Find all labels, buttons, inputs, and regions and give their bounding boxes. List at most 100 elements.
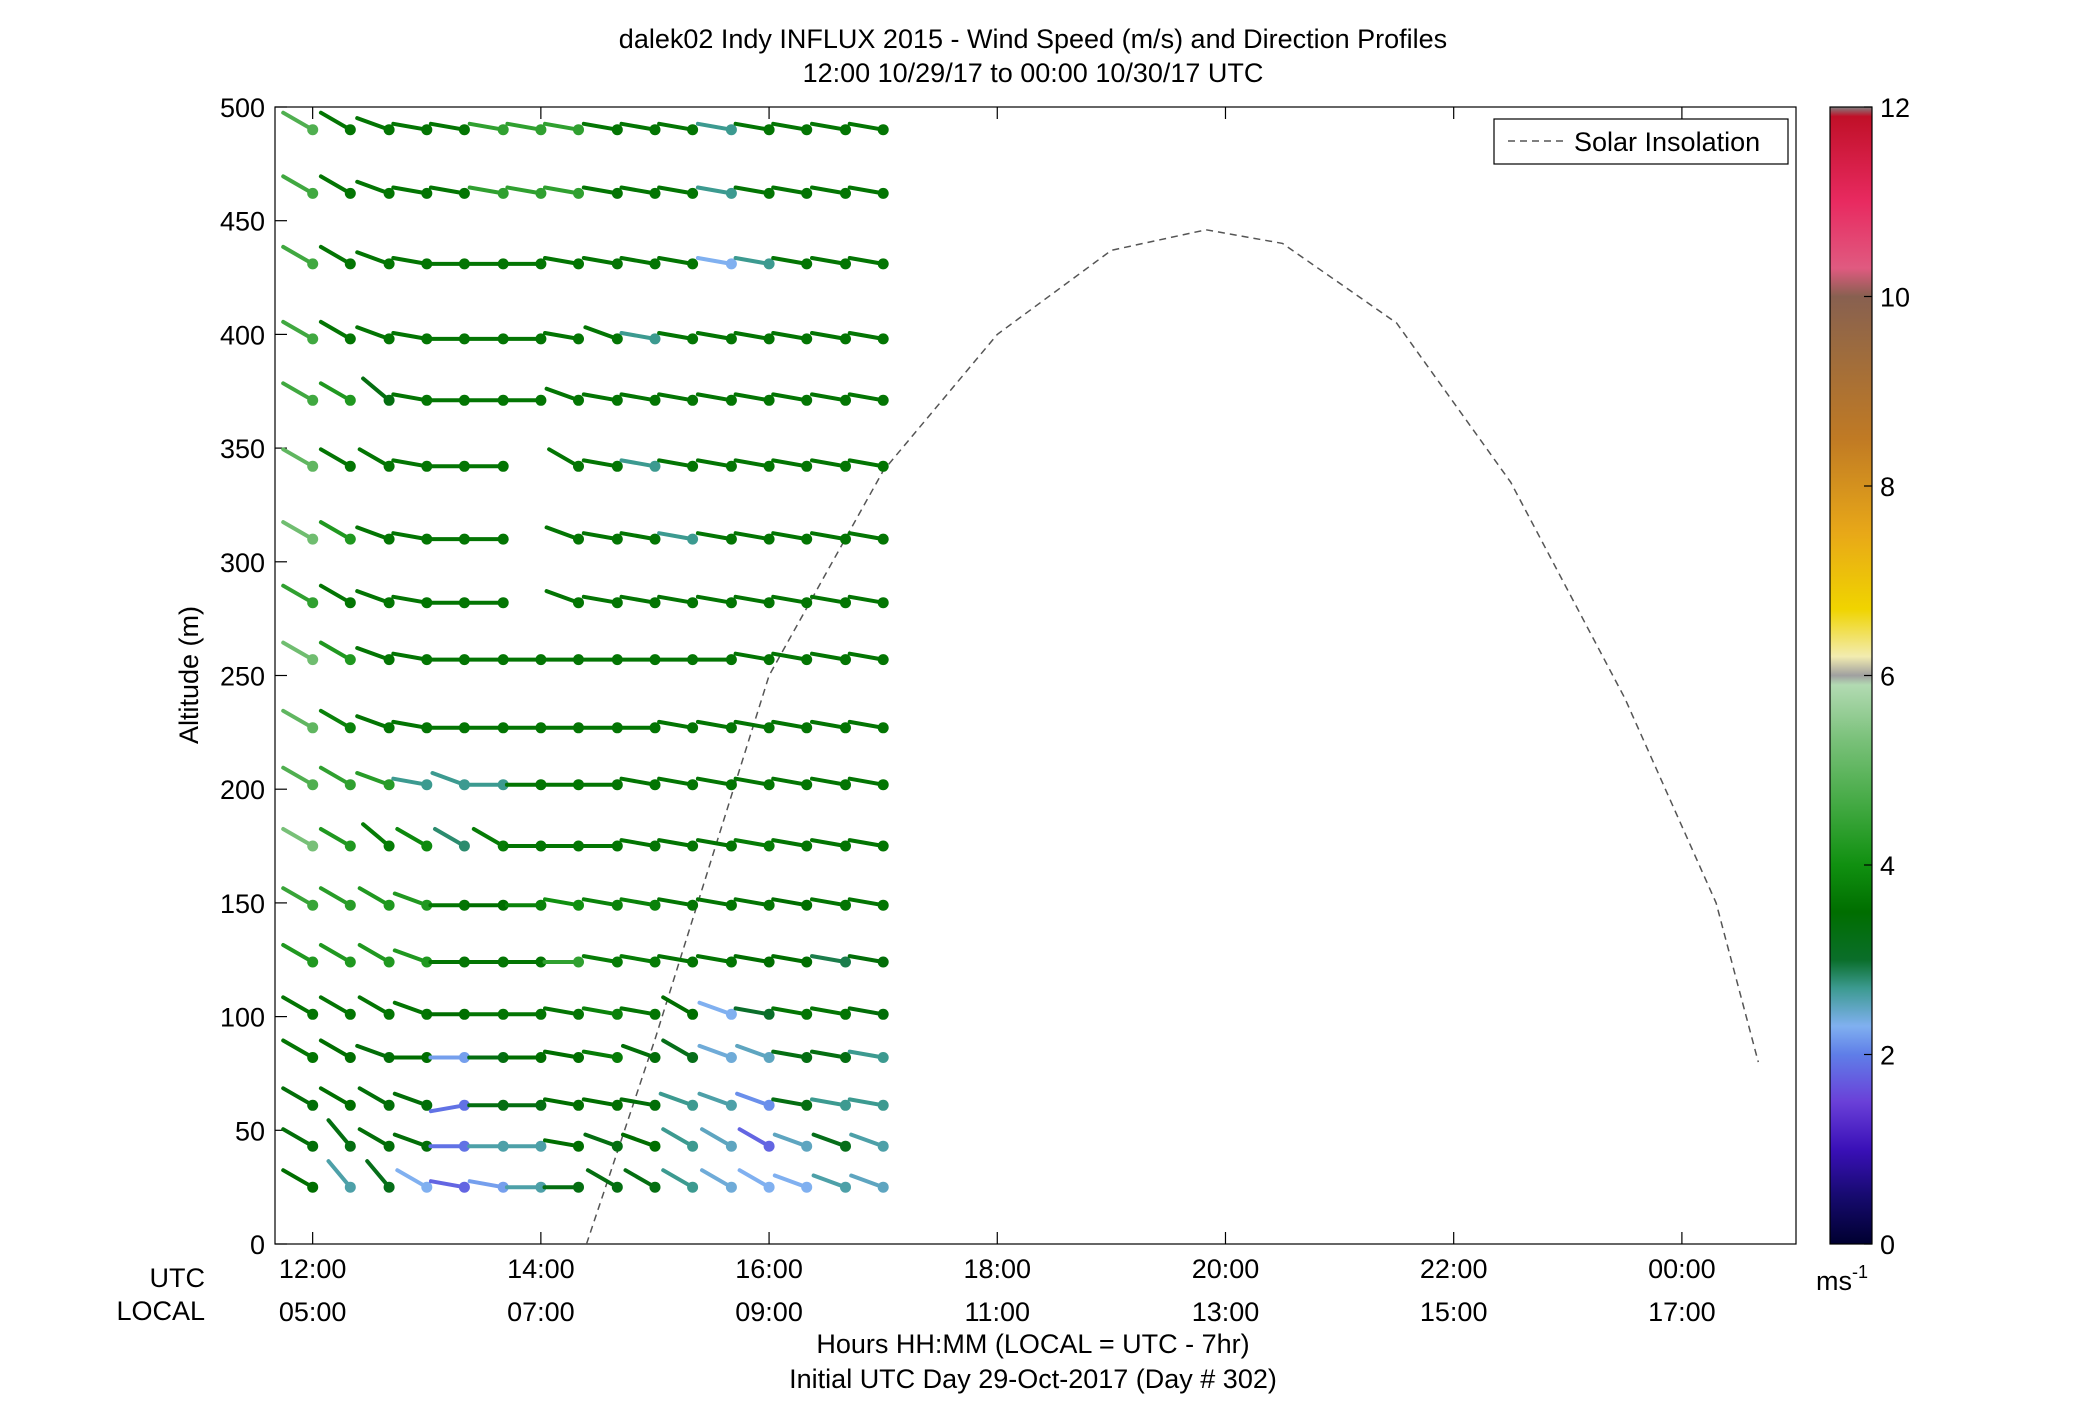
wind-barb-dot — [344, 1099, 356, 1111]
wind-barb-dot — [497, 840, 509, 852]
wind-barb-dot — [573, 1181, 584, 1193]
wind-barb-dot — [497, 394, 509, 406]
wind-barb-shaft — [695, 185, 734, 196]
wind-barb-shaft — [847, 121, 886, 132]
wind-barb-shaft — [428, 1103, 467, 1114]
wind-barb-shaft — [428, 121, 467, 132]
wind-barb-dot — [877, 460, 889, 472]
wind-barb-shaft — [581, 121, 620, 132]
wind-barb-shaft — [733, 838, 772, 848]
wind-barb-dot — [611, 333, 623, 345]
wind-barb-shaft — [581, 458, 620, 469]
wind-barb-dot — [344, 840, 356, 852]
wind-barb-shaft — [581, 392, 620, 403]
wind-barb-shaft — [847, 1006, 886, 1017]
wind-barb-dot — [877, 899, 889, 911]
wind-barb-dot — [307, 779, 319, 791]
colorbar-tick-label: 2 — [1880, 1041, 1895, 1071]
wind-barb-shaft — [847, 1049, 886, 1060]
wind-barb-dot — [611, 654, 623, 666]
wind-barb-shaft — [357, 995, 392, 1017]
wind-barb-dot — [877, 394, 889, 406]
wind-barb-dot — [383, 1140, 395, 1152]
colorbar-unit-exponent: -1 — [1852, 1262, 1868, 1282]
wind-barb-shaft — [657, 838, 695, 848]
wind-barb-dot — [725, 840, 737, 852]
wind-barb-shaft — [810, 1006, 848, 1017]
wind-barb-dot — [535, 722, 547, 734]
wind-barb-shaft — [619, 458, 657, 469]
wind-barb-shaft — [543, 1006, 581, 1017]
wind-barb-dot — [497, 533, 509, 545]
wind-barb-dot — [573, 956, 584, 968]
wind-barb-shaft — [355, 589, 392, 605]
wind-barb-dot — [497, 1052, 509, 1063]
wind-barb-shaft — [737, 1127, 772, 1149]
wind-barb-dot — [877, 1099, 889, 1111]
wind-barb-dot — [687, 899, 699, 911]
wind-barb-dot — [763, 187, 775, 199]
wind-barb-shaft — [661, 1038, 695, 1060]
wind-barb-dot — [687, 533, 699, 545]
wind-barb-shaft — [771, 1006, 809, 1017]
wind-barb-shaft — [391, 331, 429, 341]
wind-barb-dot — [344, 1140, 356, 1152]
wind-barb-dot — [458, 394, 470, 406]
wind-barb-shaft — [318, 708, 353, 730]
wind-barb-dot — [307, 1099, 319, 1111]
wind-barb-shaft — [428, 185, 467, 196]
wind-barb-dot — [877, 840, 889, 852]
wind-barb-shaft — [543, 121, 581, 132]
wind-barb-dot — [763, 533, 775, 545]
wind-barb-dot — [307, 956, 319, 968]
wind-barb-shaft — [361, 822, 392, 848]
wind-barb-shaft — [355, 771, 392, 787]
wind-barb-shaft — [281, 381, 315, 403]
wind-barb-shaft — [318, 827, 353, 848]
wind-barb-dot — [573, 654, 584, 666]
wind-barb-dot — [421, 124, 433, 136]
wind-barb-dot — [573, 124, 584, 136]
wind-barb-dot — [840, 187, 851, 199]
wind-barb-dot — [877, 956, 889, 968]
wind-barb-dot — [383, 187, 395, 199]
wind-barb-dot — [383, 394, 395, 406]
wind-barb-shaft — [847, 531, 886, 542]
wind-barb-dot — [649, 333, 661, 345]
wind-barb-dot — [649, 1099, 661, 1111]
wind-barb-dot — [763, 258, 775, 270]
chart-subtitle: 12:00 10/29/17 to 00:00 10/30/17 UTC — [803, 58, 1264, 88]
wind-barb-dot — [611, 1140, 623, 1152]
colorbar-unit-base: ms — [1816, 1266, 1852, 1296]
wind-barb-dot — [611, 899, 623, 911]
wind-barb-shaft — [281, 640, 315, 662]
wind-barb-shaft — [281, 1038, 315, 1060]
wind-barb-dot — [687, 1099, 699, 1111]
x-row-label-utc: UTC — [150, 1263, 206, 1293]
x-axis: 12:00 05:00 14:00 07:00 16:00 09:00 18:00 11:00… — [279, 107, 1716, 1327]
wind-barb-dot — [573, 1099, 584, 1111]
wind-barb-dot — [877, 187, 889, 199]
wind-barb-dot — [801, 779, 813, 791]
y-axis: 0 50 100 150 200 250 300 350 400 450 500 — [220, 93, 287, 1260]
wind-barb-shaft — [771, 1049, 809, 1060]
wind-barb-shaft — [326, 1159, 353, 1190]
wind-barb-dot — [840, 1052, 851, 1063]
wind-barb-shaft — [695, 392, 734, 403]
legend: Solar Insolation — [1493, 118, 1789, 165]
wind-barb-shaft — [281, 995, 315, 1017]
wind-barb-shaft — [357, 1127, 392, 1149]
wind-barb-dot — [877, 1140, 889, 1152]
wind-barb-shaft — [281, 943, 315, 964]
wind-barb-shaft — [619, 954, 657, 964]
wind-barb-dot — [497, 1008, 509, 1020]
wind-barb-dot — [344, 597, 356, 609]
wind-barb-shaft — [810, 256, 848, 266]
wind-barb-shaft — [619, 838, 657, 848]
wind-barb-dot — [344, 1181, 356, 1193]
wind-barb-dot — [687, 1181, 699, 1193]
wind-barb-dot — [649, 840, 661, 852]
wind-barb-dot — [725, 779, 737, 791]
wind-barb-shaft — [365, 1159, 392, 1190]
wind-barb-shaft — [467, 1179, 506, 1190]
